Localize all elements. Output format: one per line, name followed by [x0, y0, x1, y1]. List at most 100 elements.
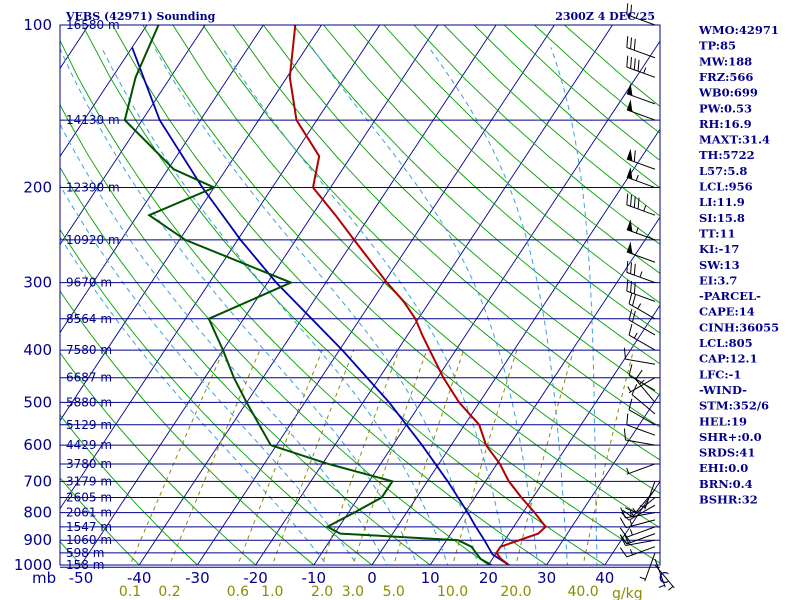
- barb-half-flag: [635, 12, 639, 19]
- barb-flag: [628, 323, 633, 336]
- chart-datetime: 2300Z 4 DEC 25: [555, 10, 655, 23]
- index-value: LI:11.9: [699, 195, 745, 209]
- height-label: 5129 m: [66, 418, 112, 432]
- dewpoint-trace: [123, 25, 493, 565]
- wind-barb: [626, 260, 656, 284]
- barb-staff: [625, 519, 656, 529]
- isotherm: [80, 25, 439, 565]
- barb-flag: [631, 310, 636, 323]
- wind-barb: [623, 428, 656, 446]
- index-value: LCL:956: [699, 180, 753, 194]
- wind-barb: [628, 323, 656, 351]
- barb-pennant: [626, 241, 633, 255]
- index-value: SHR+:0.0: [699, 430, 762, 444]
- moist-adiabat: [428, 47, 568, 565]
- mixing-ratio-tick-label: 10.0: [437, 584, 468, 600]
- dry-adiabat: [172, 25, 660, 495]
- dry-adiabat: [293, 25, 660, 365]
- index-value: BSHR:32: [699, 493, 758, 507]
- index-value: RH:16.9: [699, 117, 752, 131]
- barb-staff: [626, 271, 656, 284]
- wind-barb: [619, 546, 656, 558]
- barb-flag: [628, 364, 633, 376]
- barb-flag: [625, 507, 636, 513]
- barb-staff: [625, 439, 656, 446]
- height-label: 1547 m: [66, 520, 112, 534]
- dry-adiabat: [60, 477, 140, 565]
- height-label: 158 m: [66, 558, 104, 572]
- barb-pennant: [626, 166, 633, 180]
- mixing-ratio-line: [237, 349, 323, 565]
- index-value: SW:13: [699, 258, 740, 272]
- height-label: 598 m: [66, 546, 104, 560]
- dry-adiabat: [142, 25, 660, 529]
- wind-barb: [626, 241, 656, 263]
- temperature-tick-label: 0: [367, 569, 377, 587]
- temperature-tick-label: -10: [302, 569, 327, 587]
- barb-staff: [626, 290, 656, 302]
- wind-barb: [654, 558, 666, 588]
- height-label: 4429 m: [66, 438, 112, 452]
- isotherm: [60, 25, 206, 246]
- barb-staff: [628, 409, 656, 426]
- mixing-ratio-line: [129, 349, 225, 565]
- barb-flag: [630, 37, 633, 49]
- barb-flag: [622, 509, 633, 518]
- parcel-trace: [131, 47, 510, 565]
- wind-barb: [639, 552, 656, 582]
- height-label: 8564 m: [66, 312, 112, 326]
- index-value: LCL:805: [699, 336, 753, 350]
- temperature-unit-label: C: [659, 569, 669, 587]
- mixing-ratio-line: [393, 349, 465, 565]
- index-value: WMO:42971: [698, 23, 779, 37]
- height-label: 10920 m: [66, 233, 120, 247]
- isotherm: [429, 216, 660, 565]
- barb-flag: [623, 347, 626, 360]
- barb-staff: [628, 374, 656, 391]
- isotherm: [196, 25, 555, 565]
- height-label: 7580 m: [66, 343, 112, 357]
- temperature-tick-label: 30: [537, 569, 556, 587]
- dry-adiabat: [60, 166, 431, 565]
- moist-adiabat: [311, 47, 539, 565]
- mixing-ratio-line: [452, 349, 518, 565]
- index-value: TT:11: [699, 227, 736, 241]
- dry-adiabat: [60, 352, 257, 565]
- mixing-ratio-tick-label: 0.2: [158, 584, 180, 600]
- wind-barb: [619, 526, 656, 538]
- barb-half-flag: [637, 303, 642, 310]
- wind-barb: [625, 489, 656, 513]
- temperature-trace: [288, 25, 547, 565]
- height-label: 12390 m: [66, 181, 120, 195]
- barb-half-flag: [629, 549, 633, 556]
- index-value: HEL:19: [699, 414, 747, 428]
- height-label: 6687 m: [66, 371, 112, 385]
- mixing-ratio-line: [168, 349, 261, 565]
- barb-half-flag: [668, 586, 674, 591]
- pressure-label-400: 400: [23, 341, 52, 359]
- barb-pennant: [626, 83, 633, 96]
- isotherm: [0, 25, 31, 576]
- pressure-label-600: 600: [23, 436, 52, 454]
- index-value: EI:3.7: [699, 273, 737, 287]
- dry-adiabat: [60, 414, 199, 565]
- plot-frame: [59, 24, 661, 566]
- dry-adiabat: [262, 25, 660, 396]
- temperature-tick-label: -30: [185, 569, 210, 587]
- barb-flag: [626, 36, 629, 48]
- moist-adiabat: [221, 47, 509, 565]
- barb-half-flag: [626, 467, 630, 474]
- barb-flag: [619, 547, 628, 558]
- index-value: SRDS:41: [699, 446, 755, 460]
- temperature-tick-label: -20: [243, 569, 268, 587]
- mixing-ratio-tick-label: 0.1: [119, 584, 141, 600]
- wind-barb: [626, 83, 656, 105]
- index-value: CAP:12.1: [699, 352, 758, 366]
- isotherm: [604, 480, 660, 565]
- barb-half-flag: [639, 576, 646, 580]
- dry-adiabat: [60, 103, 490, 565]
- temperature-tick-label: 40: [595, 569, 614, 587]
- isotherm: [487, 304, 660, 565]
- moist-adiabat: [550, 47, 598, 565]
- index-value: -PARCEL-: [699, 289, 761, 303]
